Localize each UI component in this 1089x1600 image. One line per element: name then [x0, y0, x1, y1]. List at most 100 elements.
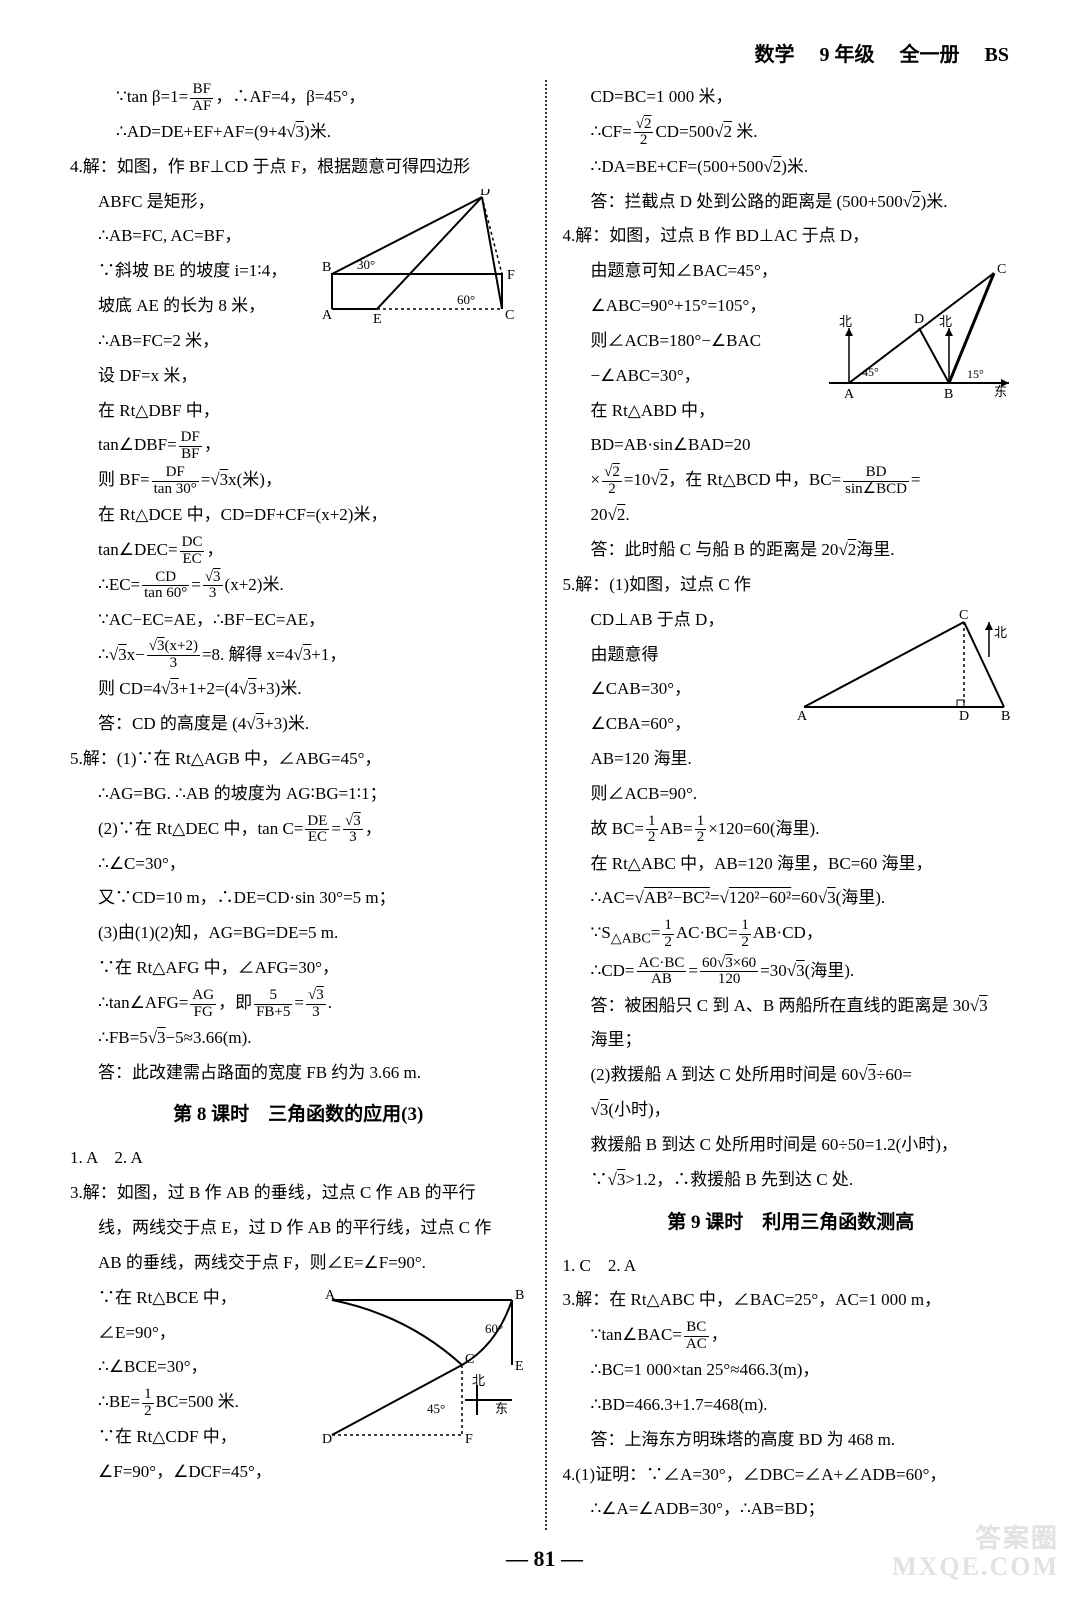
text-line: 又∵CD=10 m，∴DE=CD·sin 30°=5 m；: [70, 881, 527, 916]
header-subject: 数学: [755, 44, 795, 66]
fraction: √3(x+2)3: [147, 639, 200, 672]
text-line: BD=AB·sin∠BAD=20: [563, 428, 1020, 463]
header-volume: 全一册: [900, 44, 960, 66]
svg-text:D: D: [914, 312, 924, 327]
problem-3r: 3.解：在 Rt△ABC 中，∠BAC=25°，AC=1 000 m，: [563, 1283, 1020, 1318]
text-line: ∴BD=466.3+1.7=468(m).: [563, 1388, 1020, 1423]
content-area: ∵tan β=1=BFAF，∴AF=4，β=45°， ∴AD=DE+EF+AF=…: [70, 80, 1019, 1530]
text-line: 答：被困船只 C 到 A、B 两船所在直线的距离是 30√3: [563, 989, 1020, 1024]
svg-text:东: 东: [495, 1401, 508, 1416]
text-line: ∴BC=1 000×tan 25°≈466.3(m)，: [563, 1353, 1020, 1388]
text-line: ∴DA=BE+CF=(500+500√2)米.: [563, 150, 1020, 185]
text-line: ∴FB=5√3−5≈3.66(m).: [70, 1021, 527, 1056]
text-line: ∴AC=√AB²−BC²=√120²−60²=60√3(海里).: [563, 881, 1020, 916]
diagram-4: A B C D E F 北 东 45° 60°: [317, 1285, 527, 1445]
fraction: 12: [695, 814, 707, 847]
svg-text:C: C: [465, 1352, 474, 1367]
svg-text:15°: 15°: [967, 367, 984, 381]
text-line: 线，两线交于点 E，过 D 作 AB 的平行线，过点 C 作: [70, 1211, 527, 1246]
text-line: (2)救援船 A 到达 C 处所用时间是 60√3÷60=: [563, 1058, 1020, 1093]
fraction: AGFG: [190, 988, 216, 1021]
text-line: 在 Rt△DCE 中，CD=DF+CF=(x+2)米，: [70, 498, 527, 533]
problem-3: 3.解：如图，过 B 作 AB 的垂线，过点 C 作 AB 的平行: [70, 1176, 527, 1211]
sqrt: √3: [286, 122, 304, 141]
svg-text:B: B: [944, 387, 953, 402]
text-line: 则∠ACB=90°.: [563, 777, 1020, 812]
text-line: ∴AG=BG. ∴AB 的坡度为 AG∶BG=1∶1；: [70, 777, 527, 812]
text-line: ∵tan∠BAC=BCAC，: [563, 1318, 1020, 1353]
text-line: 答：此时船 C 与船 B 的距离是 20√2海里.: [563, 533, 1020, 568]
header-series: BS: [985, 44, 1009, 66]
text-line: CD=BC=1 000 米，: [563, 80, 1020, 115]
text-line: tan∠DEC=DCEC，: [70, 533, 527, 568]
problem-4: 4.解：如图，作 BF⊥CD 于点 F，根据题意可得四边形: [70, 150, 527, 185]
text-line: ∴∠A=∠ADB=30°，∴AB=BD；: [563, 1492, 1020, 1527]
text-line: ∴√3x−√3(x+2)3=8. 解得 x=4√3+1，: [70, 638, 527, 673]
fraction: 60√3×60120: [700, 956, 758, 989]
fraction: DFtan 30°: [152, 465, 199, 498]
svg-text:B: B: [1001, 709, 1010, 724]
text-line: ∵tan β=1=BFAF，∴AF=4，β=45°，: [70, 80, 527, 115]
text-line: 海里；: [563, 1023, 1020, 1058]
text-line: 答：此改建需占路面的宽度 FB 约为 3.66 m.: [70, 1056, 527, 1091]
fraction: 12: [646, 814, 658, 847]
text-line: ∵√3>1.2，∴救援船 B 先到达 C 处.: [563, 1163, 1020, 1198]
text-line: ∠F=90°，∠DCF=45°，: [70, 1455, 527, 1490]
text-line: ∴CF=√22CD=500√2 米.: [563, 115, 1020, 150]
fraction: DCEC: [180, 535, 205, 568]
svg-text:A: A: [322, 308, 333, 323]
page-header: 数学 9 年级 全一册 BS: [755, 38, 1009, 67]
fraction: √22: [634, 117, 654, 150]
svg-text:D: D: [480, 189, 490, 199]
fraction: √22: [602, 465, 622, 498]
svg-text:A: A: [325, 1288, 336, 1303]
right-column: CD=BC=1 000 米， ∴CF=√22CD=500√2 米. ∴DA=BE…: [545, 80, 1020, 1530]
answers-1-2-r: 1. C 2. A: [563, 1249, 1020, 1284]
text-line: 则 CD=4√3+1+2=(4√3+3)米.: [70, 672, 527, 707]
text-line: (2)∵在 Rt△DEC 中，tan C=DEEC=√33，: [70, 812, 527, 847]
svg-text:A: A: [844, 387, 855, 402]
svg-text:60°: 60°: [485, 1321, 503, 1336]
text-line: ∵S△ABC=12AC·BC=12AB·CD，: [563, 916, 1020, 953]
svg-text:45°: 45°: [862, 365, 879, 379]
text-line: 答：拦截点 D 处到公路的距离是 (500+500√2)米.: [563, 185, 1020, 220]
svg-text:北: 北: [839, 314, 852, 329]
svg-text:C: C: [997, 262, 1006, 277]
fraction: CDtan 60°: [142, 570, 189, 603]
fraction: DEEC: [305, 814, 329, 847]
svg-text:东: 东: [994, 384, 1007, 399]
fraction: AC·BCAB: [637, 956, 687, 989]
text-line: √3(小时)，: [563, 1093, 1020, 1128]
svg-text:B: B: [515, 1288, 524, 1303]
text-line: ∴tan∠AFG=AGFG，即5FB+5=√33.: [70, 986, 527, 1021]
svg-text:D: D: [959, 709, 969, 724]
svg-text:F: F: [507, 268, 515, 283]
diagram-1: A B C D E F 30° 60°: [317, 189, 527, 329]
svg-text:E: E: [515, 1359, 524, 1374]
fraction: √33: [343, 814, 363, 847]
svg-text:A: A: [797, 709, 808, 724]
problem-4r2: 4.(1)证明：∵∠A=30°，∠DBC=∠A+∠ADB=60°，: [563, 1458, 1020, 1493]
fraction: √33: [306, 988, 326, 1021]
watermark-line1: 答案圈: [892, 1525, 1059, 1554]
text-line: 20√2.: [563, 498, 1020, 533]
left-column: ∵tan β=1=BFAF，∴AF=4，β=45°， ∴AD=DE+EF+AF=…: [70, 80, 545, 1530]
fraction: DFBF: [179, 430, 202, 463]
watermark-line2: MXQE.COM: [892, 1553, 1059, 1582]
text-line: AB 的垂线，两线交于点 F，则∠E=∠F=90°.: [70, 1246, 527, 1281]
text-line: ∴CD=AC·BCAB=60√3×60120=30√3(海里).: [563, 954, 1020, 989]
text-line: 答：上海东方明珠塔的高度 BD 为 468 m.: [563, 1423, 1020, 1458]
svg-text:北: 北: [994, 625, 1007, 640]
watermark: 答案圈 MXQE.COM: [892, 1525, 1059, 1582]
text-line: (3)由(1)(2)知，AG=BG=DE=5 m.: [70, 916, 527, 951]
svg-text:北: 北: [472, 1373, 485, 1388]
fraction: 12: [662, 918, 674, 951]
fraction: √33: [203, 570, 223, 603]
header-grade: 9 年级: [820, 44, 875, 66]
text-line: ∴EC=CDtan 60°=√33(x+2)米.: [70, 568, 527, 603]
fraction: 12: [142, 1387, 154, 1420]
text-line: 在 Rt△ABC 中，AB=120 海里，BC=60 海里，: [563, 847, 1020, 882]
problem-5: 5.解：(1)∵在 Rt△AGB 中，∠ABG=45°，: [70, 742, 527, 777]
svg-text:E: E: [373, 312, 382, 327]
diagram-3: A B C D 北: [789, 607, 1019, 727]
